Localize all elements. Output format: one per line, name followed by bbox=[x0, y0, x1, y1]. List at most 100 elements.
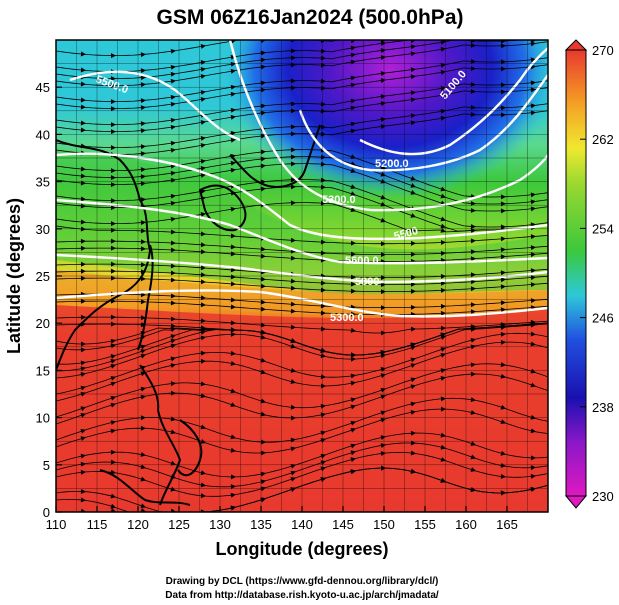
wind-arrow bbox=[170, 277, 176, 283]
wind-arrow bbox=[170, 71, 176, 77]
wind-arrow bbox=[530, 322, 536, 328]
wind-arrow bbox=[140, 239, 146, 245]
wind-arrow bbox=[260, 283, 266, 289]
wind-arrow bbox=[410, 401, 416, 407]
y-tick-label: 25 bbox=[36, 269, 50, 284]
x-tick-label: 150 bbox=[373, 517, 395, 532]
wind-arrow bbox=[170, 48, 176, 54]
wind-arrow bbox=[260, 299, 266, 305]
wind-arrow bbox=[320, 460, 326, 466]
wind-arrow bbox=[110, 338, 116, 344]
wind-arrow bbox=[380, 194, 386, 200]
wind-arrow bbox=[110, 198, 116, 204]
wind-arrow bbox=[350, 288, 356, 294]
wind-arrow bbox=[320, 280, 326, 286]
wind-arrow bbox=[80, 166, 86, 172]
wind-arrow bbox=[350, 356, 356, 362]
wind-arrow bbox=[320, 108, 326, 114]
wind-arrow bbox=[320, 348, 326, 353]
wind-arrow bbox=[260, 186, 266, 192]
wind-arrow bbox=[290, 379, 296, 385]
credit-line-data-source: Data from http://database.rish.kyoto-u.a… bbox=[165, 590, 439, 601]
chart-title: GSM 06Z16Jan2024 (500.0hPa) bbox=[156, 6, 463, 29]
wind-arrow bbox=[260, 439, 266, 445]
wind-arrow bbox=[140, 322, 146, 328]
wind-arrow bbox=[320, 200, 326, 206]
wind-arrow bbox=[530, 87, 536, 93]
wind-arrow bbox=[110, 459, 116, 465]
wind-arrow bbox=[530, 199, 536, 205]
wind-arrow bbox=[200, 381, 206, 387]
wind-arrow bbox=[350, 327, 356, 333]
wind-arrow bbox=[230, 91, 236, 97]
wind-arrow bbox=[80, 67, 86, 73]
wind-arrow bbox=[80, 219, 86, 225]
wind-arrow bbox=[260, 50, 266, 56]
wind-arrow bbox=[260, 334, 266, 340]
wind-arrow bbox=[350, 397, 356, 403]
wind-arrow bbox=[230, 167, 236, 173]
wind-arrow bbox=[350, 207, 356, 213]
wind-arrow bbox=[230, 68, 236, 74]
wind-arrow bbox=[80, 469, 86, 475]
wind-arrow bbox=[530, 414, 536, 420]
wind-arrow bbox=[290, 301, 296, 307]
wind-arrow bbox=[200, 424, 206, 430]
wind-arrow bbox=[230, 137, 236, 143]
wind-arrow bbox=[530, 473, 536, 479]
wind-arrow bbox=[170, 229, 176, 235]
wind-arrow bbox=[410, 97, 416, 103]
wind-arrow bbox=[170, 486, 176, 492]
wind-arrow bbox=[260, 398, 266, 404]
wind-arrow bbox=[140, 128, 146, 134]
wind-arrow bbox=[380, 252, 386, 258]
wind-arrow bbox=[470, 309, 476, 315]
y-tick-label: 20 bbox=[36, 316, 50, 331]
wind-arrow bbox=[80, 268, 86, 274]
wind-arrow bbox=[350, 191, 356, 197]
wind-arrow bbox=[410, 468, 416, 474]
wind-arrow bbox=[290, 308, 296, 314]
wind-arrow bbox=[231, 474, 236, 480]
wind-arrow bbox=[80, 97, 86, 103]
wind-arrow bbox=[380, 41, 386, 47]
wind-arrow bbox=[110, 129, 116, 135]
wind-arrow bbox=[140, 228, 146, 234]
wind-arrow bbox=[440, 280, 446, 286]
wind-arrow bbox=[170, 64, 176, 70]
wind-arrow bbox=[140, 246, 146, 252]
wind-arrow bbox=[80, 275, 86, 281]
wind-arrow bbox=[320, 154, 326, 160]
wind-arrow bbox=[140, 464, 146, 470]
wind-arrow bbox=[350, 311, 356, 317]
wind-arrow bbox=[500, 89, 506, 95]
wind-arrow bbox=[170, 200, 176, 206]
wind-arrow bbox=[290, 48, 296, 54]
wind-arrow bbox=[290, 278, 296, 284]
wind-arrow bbox=[410, 363, 416, 369]
wind-arrow bbox=[350, 251, 356, 257]
x-tick-label: 140 bbox=[291, 517, 313, 532]
wind-arrow bbox=[200, 249, 206, 255]
wind-arrow bbox=[290, 101, 296, 107]
wind-arrow bbox=[500, 284, 506, 290]
wind-arrow bbox=[440, 303, 446, 309]
y-tick-label: 45 bbox=[36, 80, 50, 95]
wind-arrow bbox=[380, 330, 386, 336]
wind-arrow bbox=[200, 295, 206, 301]
wind-arrow bbox=[230, 267, 236, 273]
wind-arrow bbox=[530, 268, 536, 274]
wind-arrow bbox=[470, 397, 476, 403]
colorbar-scale bbox=[565, 49, 587, 497]
wind-arrow bbox=[320, 101, 326, 107]
wind-arrow bbox=[110, 83, 116, 89]
wind-arrow bbox=[350, 59, 356, 65]
wind-arrow bbox=[350, 40, 356, 44]
wind-arrow bbox=[140, 144, 146, 150]
wind-arrow bbox=[140, 174, 146, 180]
wind-arrow bbox=[500, 450, 506, 456]
wind-arrow bbox=[350, 443, 356, 449]
wind-arrow bbox=[110, 268, 116, 274]
wind-arrow bbox=[350, 420, 356, 426]
wind-arrow bbox=[350, 128, 356, 134]
